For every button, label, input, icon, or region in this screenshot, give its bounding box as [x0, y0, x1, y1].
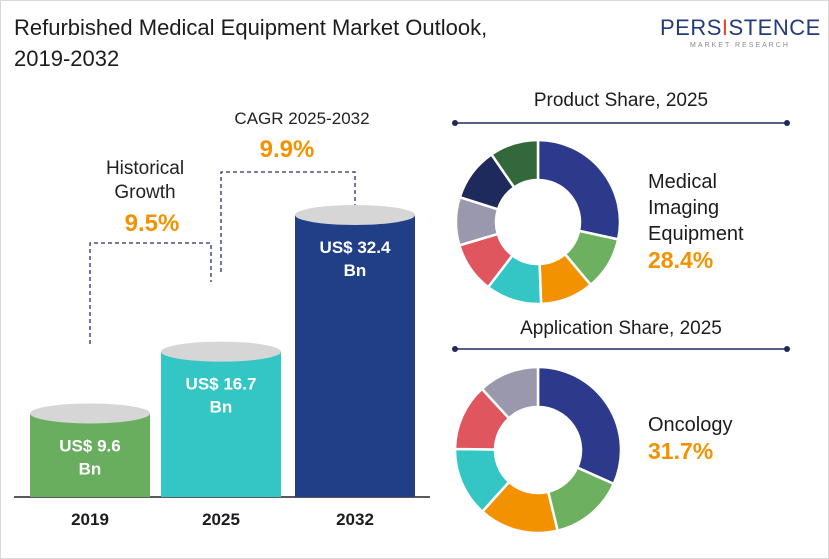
historical-connector: [89, 242, 212, 344]
donut2-slice-0: [536, 365, 623, 486]
bar-unit-label-2032: Bn: [344, 261, 367, 280]
bar-top-2019: [30, 403, 150, 424]
logo-part: STENCE: [728, 15, 821, 40]
product-separator-dot-left: [452, 120, 458, 126]
cagr-connector: [220, 171, 356, 272]
bar-top-2025: [161, 341, 281, 362]
donut1-slice-0: [536, 138, 622, 241]
cagr-label: CAGR 2025-2032: [234, 109, 369, 128]
bar-2019: [30, 413, 150, 497]
product-highlight-line1: Medical: [648, 171, 717, 193]
application-share-title: Application Share, 2025: [520, 318, 722, 339]
application-highlight-line1: Oncology: [648, 414, 733, 436]
historical-value: 9.5%: [125, 210, 180, 237]
product-share-donut: [454, 138, 622, 306]
logo-wordmark: PERSISTENCE: [660, 15, 820, 41]
historical-label-line1: Historical: [106, 158, 184, 179]
application-separator-dot-left: [452, 346, 458, 352]
bar-value-label-2019: US$ 9.6: [59, 436, 120, 455]
application-separator-dot-right: [784, 346, 790, 352]
x-tick-label-2019: 2019: [71, 510, 109, 529]
application-share-donut: [453, 365, 623, 535]
logo-accent-letter: I: [721, 15, 729, 40]
product-separator-dot-right: [784, 120, 790, 126]
x-tick-label-2025: 2025: [202, 510, 240, 529]
donut2-slice-5: [480, 365, 540, 421]
logo-tagline: MARKET RESEARCH: [690, 42, 790, 49]
chart-title-line2: 2019-2032: [14, 46, 119, 71]
bar-value-label-2025: US$ 16.7: [186, 375, 257, 394]
chart-title-line1: Refurbished Medical Equipment Market Out…: [14, 15, 487, 40]
application-highlight-value: 31.7%: [648, 438, 713, 464]
product-highlight-value: 28.4%: [648, 247, 713, 273]
cagr-value: 9.9%: [260, 136, 315, 163]
product-highlight-line3: Equipment: [648, 223, 744, 245]
bar-value-label-2032: US$ 32.4: [320, 238, 391, 257]
bar-chart: US$ 9.6 Bn 2019 US$ 16.7 Bn 2025 US$ 32.4 Bn 203…: [30, 205, 415, 529]
donut1-slice-7: [489, 138, 540, 190]
bar-2025: [161, 351, 281, 497]
product-highlight-line2: Imaging: [648, 197, 719, 219]
bar-unit-label-2025: Bn: [210, 398, 233, 417]
x-tick-label-2032: 2032: [336, 510, 374, 529]
persistence-logo: PERSISTENCE MARKET RESEARCH: [660, 12, 820, 58]
historical-label-line2: Growth: [114, 182, 175, 203]
product-share-title: Product Share, 2025: [534, 90, 708, 111]
bar-2032: [295, 215, 415, 497]
logo-part: PERS: [660, 15, 722, 40]
bar-top-2032: [295, 205, 415, 225]
bar-unit-label-2019: Bn: [79, 459, 102, 478]
